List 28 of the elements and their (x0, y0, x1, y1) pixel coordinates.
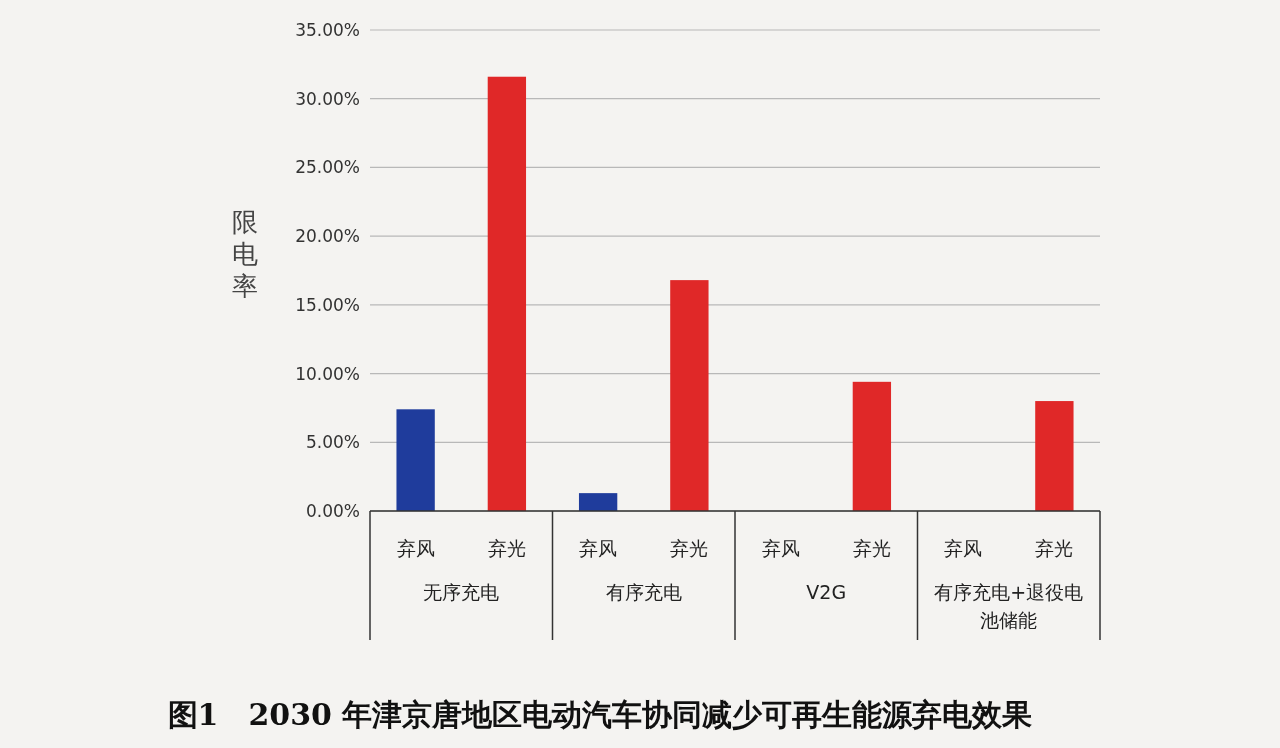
y-tick-label: 5.00% (305, 432, 360, 453)
bar (487, 76, 527, 511)
x-tick-label: 弃风 (396, 537, 435, 559)
bar (852, 381, 892, 511)
y-tick-label: 35.00% (295, 20, 360, 40)
y-tick-label: 0.00% (305, 501, 360, 521)
y-tick-label: 10.00% (295, 363, 360, 384)
x-tick-label: 弃风 (579, 537, 618, 559)
y-tick-label: 25.00% (295, 157, 360, 178)
y-tick-label: 30.00% (295, 88, 360, 109)
text: 无序充电 (423, 581, 500, 603)
text: 有序充电 (605, 581, 682, 603)
x-tick-label: 弃光 (1035, 537, 1074, 559)
x-tick-label: 弃光 (670, 537, 709, 559)
y-axis-title: 限电率 (232, 206, 258, 301)
x-tick-label: 弃光 (487, 537, 526, 559)
x-tick-label: 弃光 (852, 537, 891, 559)
x-tick-label: 弃风 (944, 537, 983, 559)
text: 有序充电+退役电池储能 (934, 581, 1084, 631)
text: 图1 2030 年津京唐地区电动汽车协同减少可再生能源弃电效果 (167, 697, 1033, 732)
bar (396, 409, 435, 511)
x-tick-label: 弃风 (761, 537, 800, 559)
bar (578, 493, 618, 511)
bar (670, 280, 709, 511)
bar (1035, 401, 1074, 511)
y-tick-label: 15.00% (295, 294, 360, 315)
text: V2G (806, 581, 847, 603)
y-tick-label: 20.00% (295, 226, 360, 247)
